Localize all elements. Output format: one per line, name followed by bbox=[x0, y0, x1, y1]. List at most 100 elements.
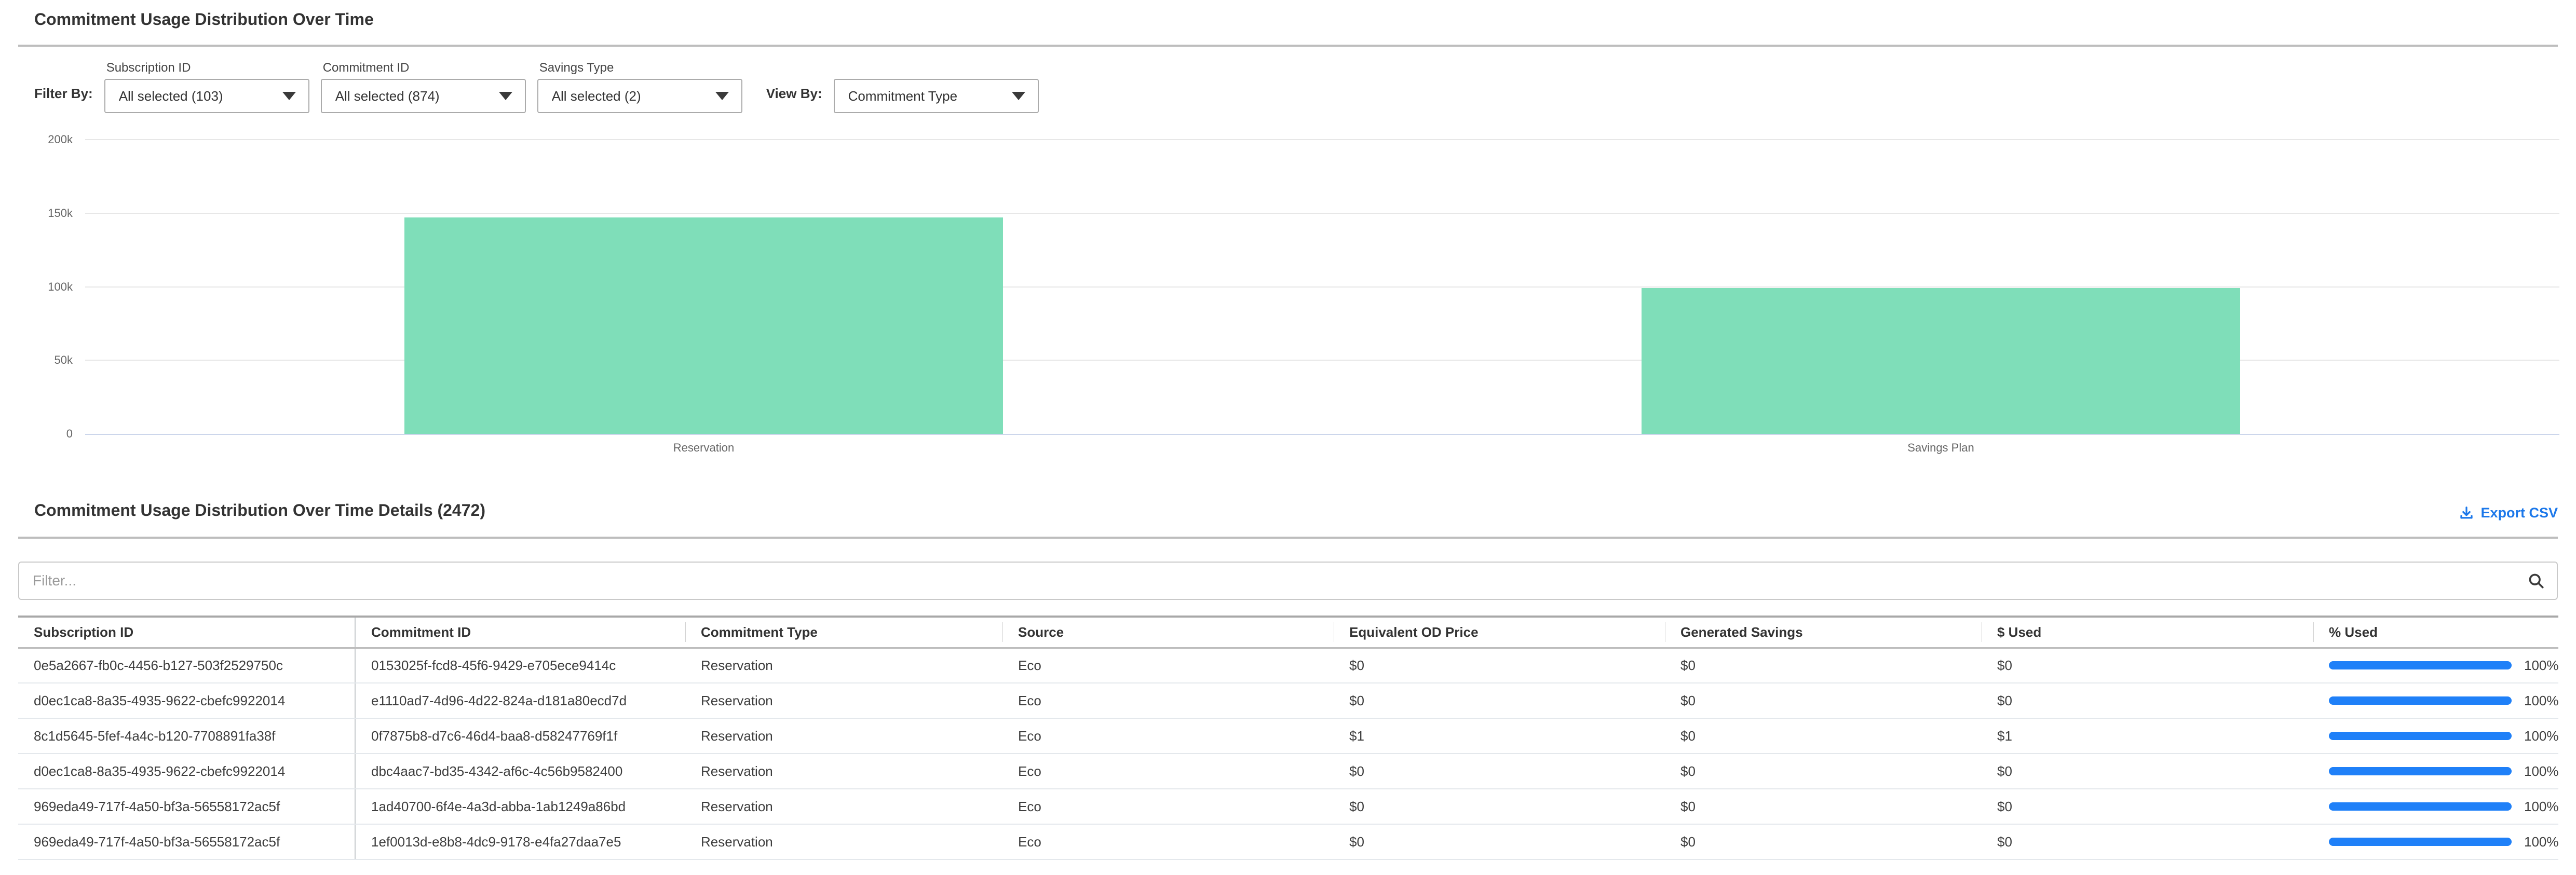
filter-group-subscription-id: Subscription ID All selected (103) bbox=[104, 61, 309, 113]
commitment-id-dropdown[interactable]: All selected (874) bbox=[320, 79, 526, 113]
cell-equivalent-od-price: $0 bbox=[1334, 683, 1665, 719]
cell-dollars-used: $0 bbox=[1982, 789, 2313, 825]
gridline bbox=[85, 360, 2559, 361]
cell-commitment-type: Reservation bbox=[685, 789, 1002, 825]
bar-savings-plan[interactable] bbox=[1642, 288, 2240, 434]
dropdown-label-subscription-id: Subscription ID bbox=[106, 61, 191, 75]
cell-generated-savings: $0 bbox=[1665, 683, 1982, 719]
gridline bbox=[85, 286, 2559, 288]
cell-commitment-id: 1ad40700-6f4e-4a3d-abba-1ab1249a86bd bbox=[355, 789, 685, 825]
dropdown-value: All selected (874) bbox=[335, 88, 440, 104]
cell-commitment-type: Reservation bbox=[685, 718, 1002, 754]
dropdown-value: All selected (103) bbox=[118, 88, 223, 104]
filter-by-label: Filter By: bbox=[34, 86, 93, 101]
y-axis-tick-label: 150k bbox=[48, 206, 73, 220]
dropdown-label-commitment-id: Commitment ID bbox=[322, 61, 410, 75]
table-body: 0e5a2667-fb0c-4456-b127-503f2529750c 0153… bbox=[18, 648, 2558, 860]
table-row[interactable]: d0ec1ca8-8a35-4935-9622-cbefc9922014 dbc4… bbox=[18, 754, 2558, 789]
column-header-dollars-used[interactable]: $ Used bbox=[1982, 616, 2313, 649]
cell-equivalent-od-price: $0 bbox=[1334, 789, 1665, 825]
filter-group-commitment-id: Commitment ID All selected (874) bbox=[320, 61, 526, 113]
column-header-pct-used[interactable]: % Used bbox=[2313, 616, 2558, 649]
column-header-subscription-id[interactable]: Subscription ID bbox=[18, 616, 355, 649]
section-divider bbox=[18, 537, 2558, 539]
cell-generated-savings: $0 bbox=[1665, 824, 1982, 860]
cell-subscription-id: 969eda49-717f-4a50-bf3a-56558172ac5f bbox=[18, 789, 355, 825]
search-icon[interactable] bbox=[2527, 571, 2545, 590]
cell-equivalent-od-price: $0 bbox=[1334, 754, 1665, 789]
cell-commitment-id: dbc4aac7-bd35-4342-af6c-4c56b9582400 bbox=[355, 754, 685, 789]
usage-percent-label: 100% bbox=[2524, 657, 2558, 673]
usage-progress-bar bbox=[2329, 661, 2512, 670]
view-by-group: Commitment Type bbox=[833, 79, 1039, 113]
table-row[interactable]: 969eda49-717f-4a50-bf3a-56558172ac5f 1ad4… bbox=[18, 789, 2558, 825]
table-filter-input[interactable] bbox=[18, 562, 2558, 600]
view-by-dropdown[interactable]: Commitment Type bbox=[833, 79, 1039, 113]
export-csv-button[interactable]: Export CSV bbox=[2459, 505, 2558, 521]
table-row[interactable]: 969eda49-717f-4a50-bf3a-56558172ac5f 1ef0… bbox=[18, 824, 2558, 860]
bar-reservation[interactable] bbox=[404, 217, 1003, 434]
cell-commitment-type: Reservation bbox=[685, 683, 1002, 719]
x-axis-label: Reservation bbox=[673, 441, 735, 454]
cell-subscription-id: d0ec1ca8-8a35-4935-9622-cbefc9922014 bbox=[18, 683, 355, 719]
chevron-down-icon bbox=[498, 92, 512, 100]
y-axis-tick-label: 200k bbox=[48, 133, 73, 146]
cell-subscription-id: d0ec1ca8-8a35-4935-9622-cbefc9922014 bbox=[18, 754, 355, 789]
table-row[interactable]: d0ec1ca8-8a35-4935-9622-cbefc9922014 e111… bbox=[18, 683, 2558, 719]
usage-progress-fill bbox=[2329, 696, 2512, 705]
column-header-generated-savings[interactable]: Generated Savings bbox=[1665, 616, 1982, 649]
cell-commitment-type: Reservation bbox=[685, 648, 1002, 683]
export-csv-label: Export CSV bbox=[2480, 505, 2558, 521]
y-axis-tick-label: 0 bbox=[66, 427, 73, 440]
usage-progress-bar bbox=[2329, 838, 2512, 846]
savings-type-dropdown[interactable]: All selected (2) bbox=[537, 79, 742, 113]
cell-generated-savings: $0 bbox=[1665, 754, 1982, 789]
cell-pct-used: 100% bbox=[2313, 789, 2558, 825]
usage-percent-label: 100% bbox=[2524, 763, 2558, 779]
dropdown-value: All selected (2) bbox=[551, 88, 641, 104]
subscription-id-dropdown[interactable]: All selected (103) bbox=[104, 79, 309, 113]
cell-pct-used: 100% bbox=[2313, 754, 2558, 789]
cell-subscription-id: 969eda49-717f-4a50-bf3a-56558172ac5f bbox=[18, 824, 355, 860]
cell-pct-used: 100% bbox=[2313, 683, 2558, 719]
section-divider bbox=[18, 45, 2558, 47]
cell-generated-savings: $0 bbox=[1665, 789, 1982, 825]
cell-equivalent-od-price: $1 bbox=[1334, 718, 1665, 754]
cell-source: Eco bbox=[1002, 789, 1334, 825]
usage-percent-label: 100% bbox=[2524, 833, 2558, 850]
cell-equivalent-od-price: $0 bbox=[1334, 648, 1665, 683]
chevron-down-icon bbox=[715, 92, 729, 100]
usage-progress-bar bbox=[2329, 802, 2512, 811]
cell-commitment-id: e1110ad7-4d96-4d22-824a-d181a80ecd7d bbox=[355, 683, 685, 719]
download-icon bbox=[2459, 505, 2474, 521]
cell-commitment-type: Reservation bbox=[685, 754, 1002, 789]
cell-source: Eco bbox=[1002, 824, 1334, 860]
column-header-commitment-type[interactable]: Commitment Type bbox=[685, 616, 1002, 649]
usage-progress-bar bbox=[2329, 732, 2512, 740]
cell-pct-used: 100% bbox=[2313, 648, 2558, 683]
chevron-down-icon bbox=[1011, 92, 1025, 100]
usage-progress-bar bbox=[2329, 767, 2512, 775]
page-title: Commitment Usage Distribution Over Time bbox=[34, 10, 374, 29]
usage-progress-fill bbox=[2329, 838, 2512, 846]
gridline bbox=[85, 212, 2559, 214]
filter-group-savings-type: Savings Type All selected (2) bbox=[537, 61, 742, 113]
view-by-label: View By: bbox=[766, 86, 822, 101]
table-row[interactable]: 0e5a2667-fb0c-4456-b127-503f2529750c 0153… bbox=[18, 648, 2558, 683]
usage-percent-label: 100% bbox=[2524, 692, 2558, 708]
table-row[interactable]: 8c1d5645-5fef-4a4c-b120-7708891fa38f 0f78… bbox=[18, 718, 2558, 754]
cell-commitment-type: Reservation bbox=[685, 824, 1002, 860]
cell-source: Eco bbox=[1002, 754, 1334, 789]
cell-dollars-used: $1 bbox=[1982, 718, 2313, 754]
dropdown-value: Commitment Type bbox=[848, 88, 958, 104]
column-header-equivalent-od-price[interactable]: Equivalent OD Price bbox=[1334, 616, 1665, 649]
column-header-source[interactable]: Source bbox=[1002, 616, 1334, 649]
cell-subscription-id: 0e5a2667-fb0c-4456-b127-503f2529750c bbox=[18, 648, 355, 683]
column-header-commitment-id[interactable]: Commitment ID bbox=[355, 616, 685, 649]
chevron-down-icon bbox=[282, 92, 296, 100]
y-axis-tick-label: 50k bbox=[54, 353, 73, 367]
cell-dollars-used: $0 bbox=[1982, 754, 2313, 789]
cell-equivalent-od-price: $0 bbox=[1334, 824, 1665, 860]
details-header: Commitment Usage Distribution Over Time … bbox=[0, 499, 2558, 521]
chart-plot-area: 0 50k 100k 150k 200k bbox=[48, 133, 2559, 440]
